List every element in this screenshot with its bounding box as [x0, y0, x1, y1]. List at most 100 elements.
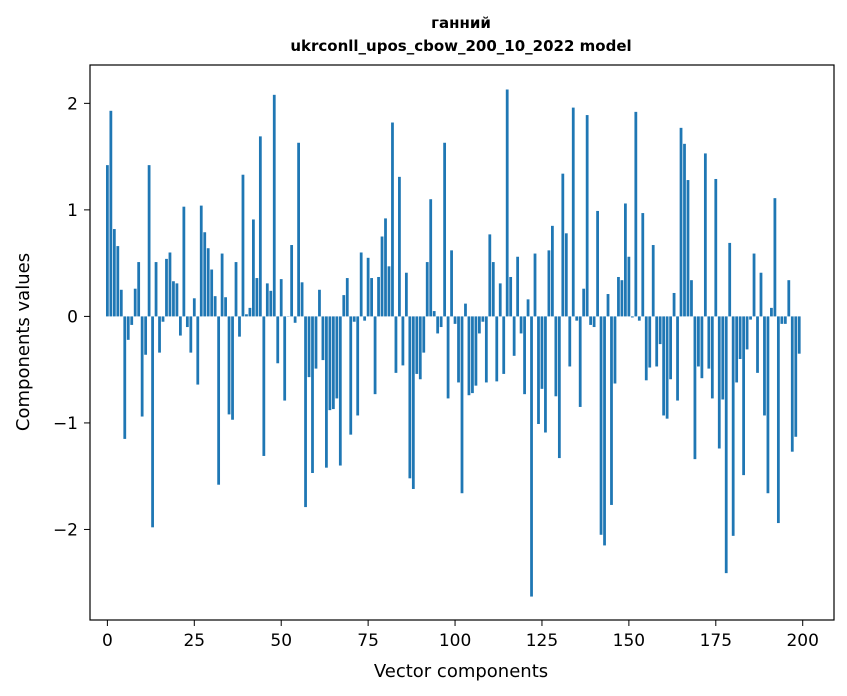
bar-component-93	[429, 199, 433, 317]
bar-component-100	[453, 316, 457, 324]
bar-component-179	[728, 242, 732, 317]
bar-component-90	[418, 316, 422, 380]
bar-component-51	[283, 316, 287, 401]
bar-component-137	[582, 288, 586, 317]
bar-component-53	[290, 245, 294, 317]
bar-component-71	[352, 316, 356, 322]
bar-component-180	[731, 316, 735, 536]
bar-component-60	[314, 316, 318, 369]
bar-component-48	[272, 94, 276, 317]
plot-area-frame	[89, 64, 835, 621]
bar-component-23	[185, 316, 189, 328]
bar-component-162	[669, 316, 672, 380]
bar-component-131	[561, 173, 565, 317]
bar-component-18	[168, 252, 172, 317]
bar-component-169	[693, 316, 697, 460]
bar-component-62	[321, 316, 325, 361]
bar-component-165	[679, 127, 683, 317]
bar-component-102	[460, 316, 464, 494]
bar-component-101	[457, 316, 460, 383]
chart-title-line-2: ukrconll_upos_cbow_200_10_2022 model	[290, 37, 631, 55]
bar-component-10	[140, 316, 144, 417]
bar-component-3	[116, 246, 120, 317]
bar-component-13	[151, 316, 154, 528]
x-tick-label: 50	[270, 631, 292, 651]
bar-component-135	[575, 316, 579, 321]
bar-component-103	[464, 303, 467, 317]
bar-component-35	[227, 316, 231, 415]
bar-component-133	[568, 316, 572, 367]
x-tick-label: 75	[357, 631, 379, 651]
bar-component-190	[766, 316, 770, 494]
y-tick-label: 1	[67, 201, 78, 221]
bar-component-112	[495, 316, 499, 382]
bar-component-152	[634, 111, 638, 317]
bar-component-89	[415, 316, 419, 374]
bar-component-31	[213, 296, 217, 317]
bar-component-157	[651, 245, 655, 317]
bar-component-132	[564, 233, 568, 317]
y-axis-label: Components values	[13, 253, 34, 431]
bar-component-91	[422, 316, 426, 353]
bar-component-42	[252, 219, 255, 317]
bar-component-22	[182, 206, 186, 317]
bar-component-25	[192, 298, 196, 317]
bar-component-111	[491, 262, 495, 317]
bar-component-109	[484, 316, 488, 383]
bar-component-28	[203, 232, 207, 317]
bar-component-43	[255, 278, 259, 317]
bar-component-121	[526, 299, 530, 317]
bar-component-84	[398, 176, 401, 317]
y-tick-label: 2	[67, 94, 78, 114]
bar-component-37	[234, 262, 238, 317]
bar-series	[105, 89, 801, 597]
bar-component-24	[189, 316, 193, 353]
bar-component-15	[158, 316, 161, 353]
bar-component-47	[269, 290, 273, 317]
bar-component-92	[425, 262, 429, 317]
bar-component-149	[624, 203, 627, 317]
bar-component-158	[655, 316, 659, 367]
bar-component-64	[328, 316, 332, 411]
bar-component-11	[144, 316, 148, 355]
bar-component-199	[797, 316, 801, 354]
bar-component-82	[391, 122, 394, 317]
bar-component-143	[603, 316, 606, 546]
bar-component-75	[366, 257, 370, 317]
bar-component-99	[450, 250, 453, 317]
bar-component-156	[648, 316, 652, 368]
y-axis-ticks: −2 −1 0 1 2	[53, 94, 90, 540]
bar-component-56	[300, 282, 304, 317]
bar-component-172	[703, 153, 707, 317]
bar-component-63	[325, 316, 328, 468]
bar-component-78	[377, 276, 380, 317]
bar-component-148	[620, 280, 624, 317]
bar-component-122	[530, 316, 533, 597]
bar-component-144	[606, 294, 610, 317]
bar-component-176	[717, 316, 721, 449]
bar-component-38	[238, 316, 241, 337]
x-tick-label: 175	[700, 631, 732, 651]
bar-component-170	[697, 316, 700, 367]
bar-component-106	[474, 316, 478, 386]
bar-component-183	[742, 316, 745, 476]
bar-component-66	[335, 316, 339, 399]
bar-component-196	[787, 280, 791, 317]
bar-component-193	[776, 316, 780, 524]
bar-component-55	[297, 142, 300, 317]
bar-component-125	[540, 316, 544, 389]
bar-component-0	[105, 165, 109, 317]
bar-component-61	[318, 289, 321, 317]
bar-component-88	[411, 316, 415, 489]
bar-component-110	[488, 234, 492, 317]
bar-component-70	[349, 316, 353, 435]
bar-component-145	[610, 316, 613, 505]
bar-component-4	[119, 289, 123, 317]
bar-component-85	[401, 316, 405, 366]
bar-component-7	[130, 316, 134, 325]
bar-component-81	[387, 266, 391, 317]
bar-component-155	[644, 316, 648, 381]
bar-component-86	[404, 272, 408, 317]
x-tick-label: 25	[183, 631, 205, 651]
